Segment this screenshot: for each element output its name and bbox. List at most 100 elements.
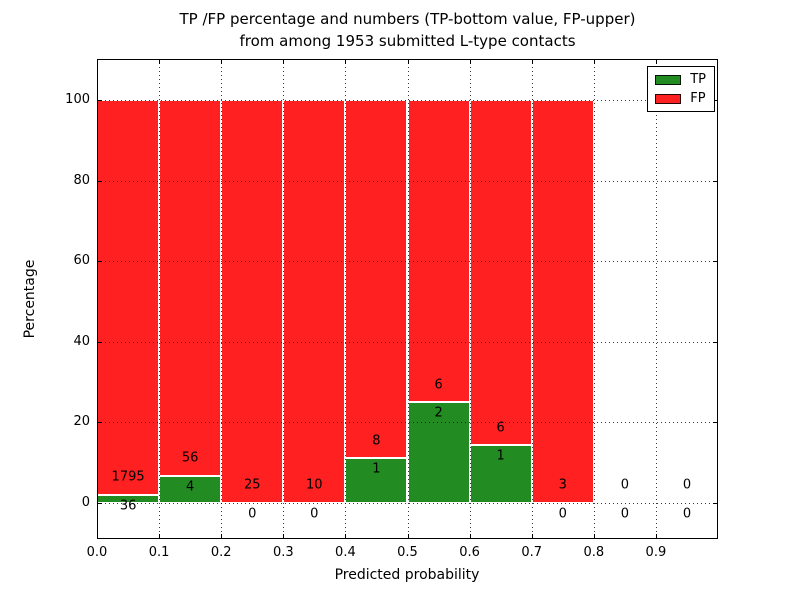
y-tick-label: 80: [73, 172, 90, 188]
x-tick-mark: [283, 534, 285, 539]
x-axis-label: Predicted probability: [334, 567, 480, 583]
legend-label: FP: [690, 91, 706, 106]
y-tick-label: 100: [65, 92, 90, 107]
bar-segment-fp: [407, 100, 470, 403]
gridline-horizontal: [97, 503, 718, 504]
x-tick-mark: [345, 534, 347, 539]
x-tick-mark: [655, 59, 657, 64]
fp-count-label: 25: [244, 477, 261, 493]
y-tick-label: 60: [73, 253, 90, 269]
fp-count-label: 3: [558, 477, 567, 493]
plot-area: 1795 36 56 4 25 0 10 0 8 1 6 2 6 1 3 0 0 0 0 0 TP FP: [97, 59, 718, 539]
chart-title-line1: TP /FP percentage and numbers (TP-bottom…: [179, 10, 636, 28]
x-tick-mark: [717, 534, 718, 539]
gridline-horizontal: [97, 100, 718, 101]
bar-segment-fp: [97, 100, 160, 496]
gridline-horizontal: [97, 422, 718, 424]
bar-segment-fp: [531, 100, 594, 503]
bar-segment-tp: [407, 402, 470, 504]
x-tick-mark: [469, 59, 471, 64]
tp-count-label: 2: [434, 405, 443, 421]
y-tick-mark: [713, 503, 718, 504]
x-tick-label: 0.3: [272, 545, 294, 560]
x-tick-mark: [221, 59, 223, 64]
x-tick-label: 0.0: [86, 545, 108, 560]
gridline-vertical: [221, 59, 223, 539]
fp-count-label: 10: [306, 477, 323, 493]
bar-segment-fp: [283, 100, 346, 503]
y-tick-label: 40: [73, 333, 90, 349]
y-tick-mark: [97, 180, 102, 182]
y-tick-mark: [713, 341, 718, 343]
y-tick-mark: [97, 422, 102, 424]
bar-segment-tp: [345, 458, 408, 503]
x-tick-mark: [531, 59, 533, 64]
x-tick-mark: [593, 534, 595, 539]
gridline-horizontal: [97, 341, 718, 343]
x-tick-mark: [717, 59, 718, 64]
x-tick-mark: [97, 59, 98, 64]
bar-segment-fp: [345, 100, 408, 459]
gridline-vertical: [407, 59, 409, 539]
gridline-vertical: [593, 59, 595, 539]
legend-label: TP: [690, 72, 706, 87]
y-tick-mark: [97, 100, 102, 101]
gridline-vertical: [531, 59, 533, 539]
x-tick-label: 0.6: [459, 545, 480, 560]
chart-title: TP /FP percentage and numbers (TP-bottom…: [97, 8, 718, 52]
tp-count-label: 0: [310, 506, 319, 521]
y-tick-mark: [97, 503, 102, 504]
y-tick-mark: [97, 341, 102, 343]
fp-count-label: 6: [496, 420, 505, 436]
fp-count-label: 1795: [111, 469, 145, 485]
x-tick-label: 0.4: [335, 545, 356, 560]
y-tick-mark: [713, 422, 718, 424]
x-tick-mark: [655, 534, 657, 539]
y-axis-label: Percentage: [22, 259, 38, 339]
x-tick-mark: [159, 59, 161, 64]
legend-swatch-tp: [655, 74, 682, 85]
x-tick-mark: [345, 59, 347, 64]
x-tick-label: 0.1: [148, 545, 170, 560]
x-tick-label: 0.2: [210, 545, 232, 560]
gridline-vertical: [159, 59, 161, 539]
x-tick-mark: [97, 534, 98, 539]
legend-swatch-fp: [655, 93, 682, 104]
bar-segment-fp: [469, 100, 532, 446]
legend-row: TP: [655, 73, 706, 86]
tp-count-label: 0: [248, 506, 257, 521]
fp-count-label: 56: [181, 450, 199, 466]
x-tick-mark: [593, 59, 595, 64]
legend: TP FP: [647, 66, 715, 112]
tp-count-label: 0: [558, 506, 567, 521]
x-tick-mark: [159, 534, 161, 539]
x-tick-mark: [531, 534, 533, 539]
y-tick-mark: [97, 261, 102, 263]
y-tick-mark: [713, 100, 718, 101]
y-tick-mark: [713, 261, 718, 263]
bar-segment-fp: [221, 100, 284, 503]
bar-segment-tp: [159, 476, 222, 503]
bar-segment-fp: [159, 100, 222, 477]
tp-count-label: 1: [372, 461, 381, 477]
y-tick-mark: [713, 180, 718, 182]
gridline-vertical: [655, 59, 657, 539]
x-tick-label: 0.9: [645, 545, 667, 560]
x-tick-label: 0.5: [397, 545, 418, 560]
x-tick-mark: [283, 59, 285, 64]
gridline-vertical: [469, 59, 471, 539]
gridline-vertical: [283, 59, 285, 539]
tp-count-label: 0: [682, 506, 692, 521]
y-tick-label: 0: [81, 495, 90, 510]
x-tick-mark: [407, 534, 409, 539]
tp-count-label: 4: [186, 479, 195, 495]
x-tick-mark: [469, 534, 471, 539]
x-tick-mark: [407, 59, 409, 64]
fp-count-label: 6: [434, 377, 443, 392]
y-tick-label: 20: [73, 414, 90, 430]
x-tick-label: 0.8: [583, 545, 605, 560]
x-tick-mark: [221, 534, 223, 539]
chart-title-line2: from among 1953 submitted L-type contact…: [239, 32, 576, 50]
x-tick-label: 0.7: [521, 545, 543, 560]
